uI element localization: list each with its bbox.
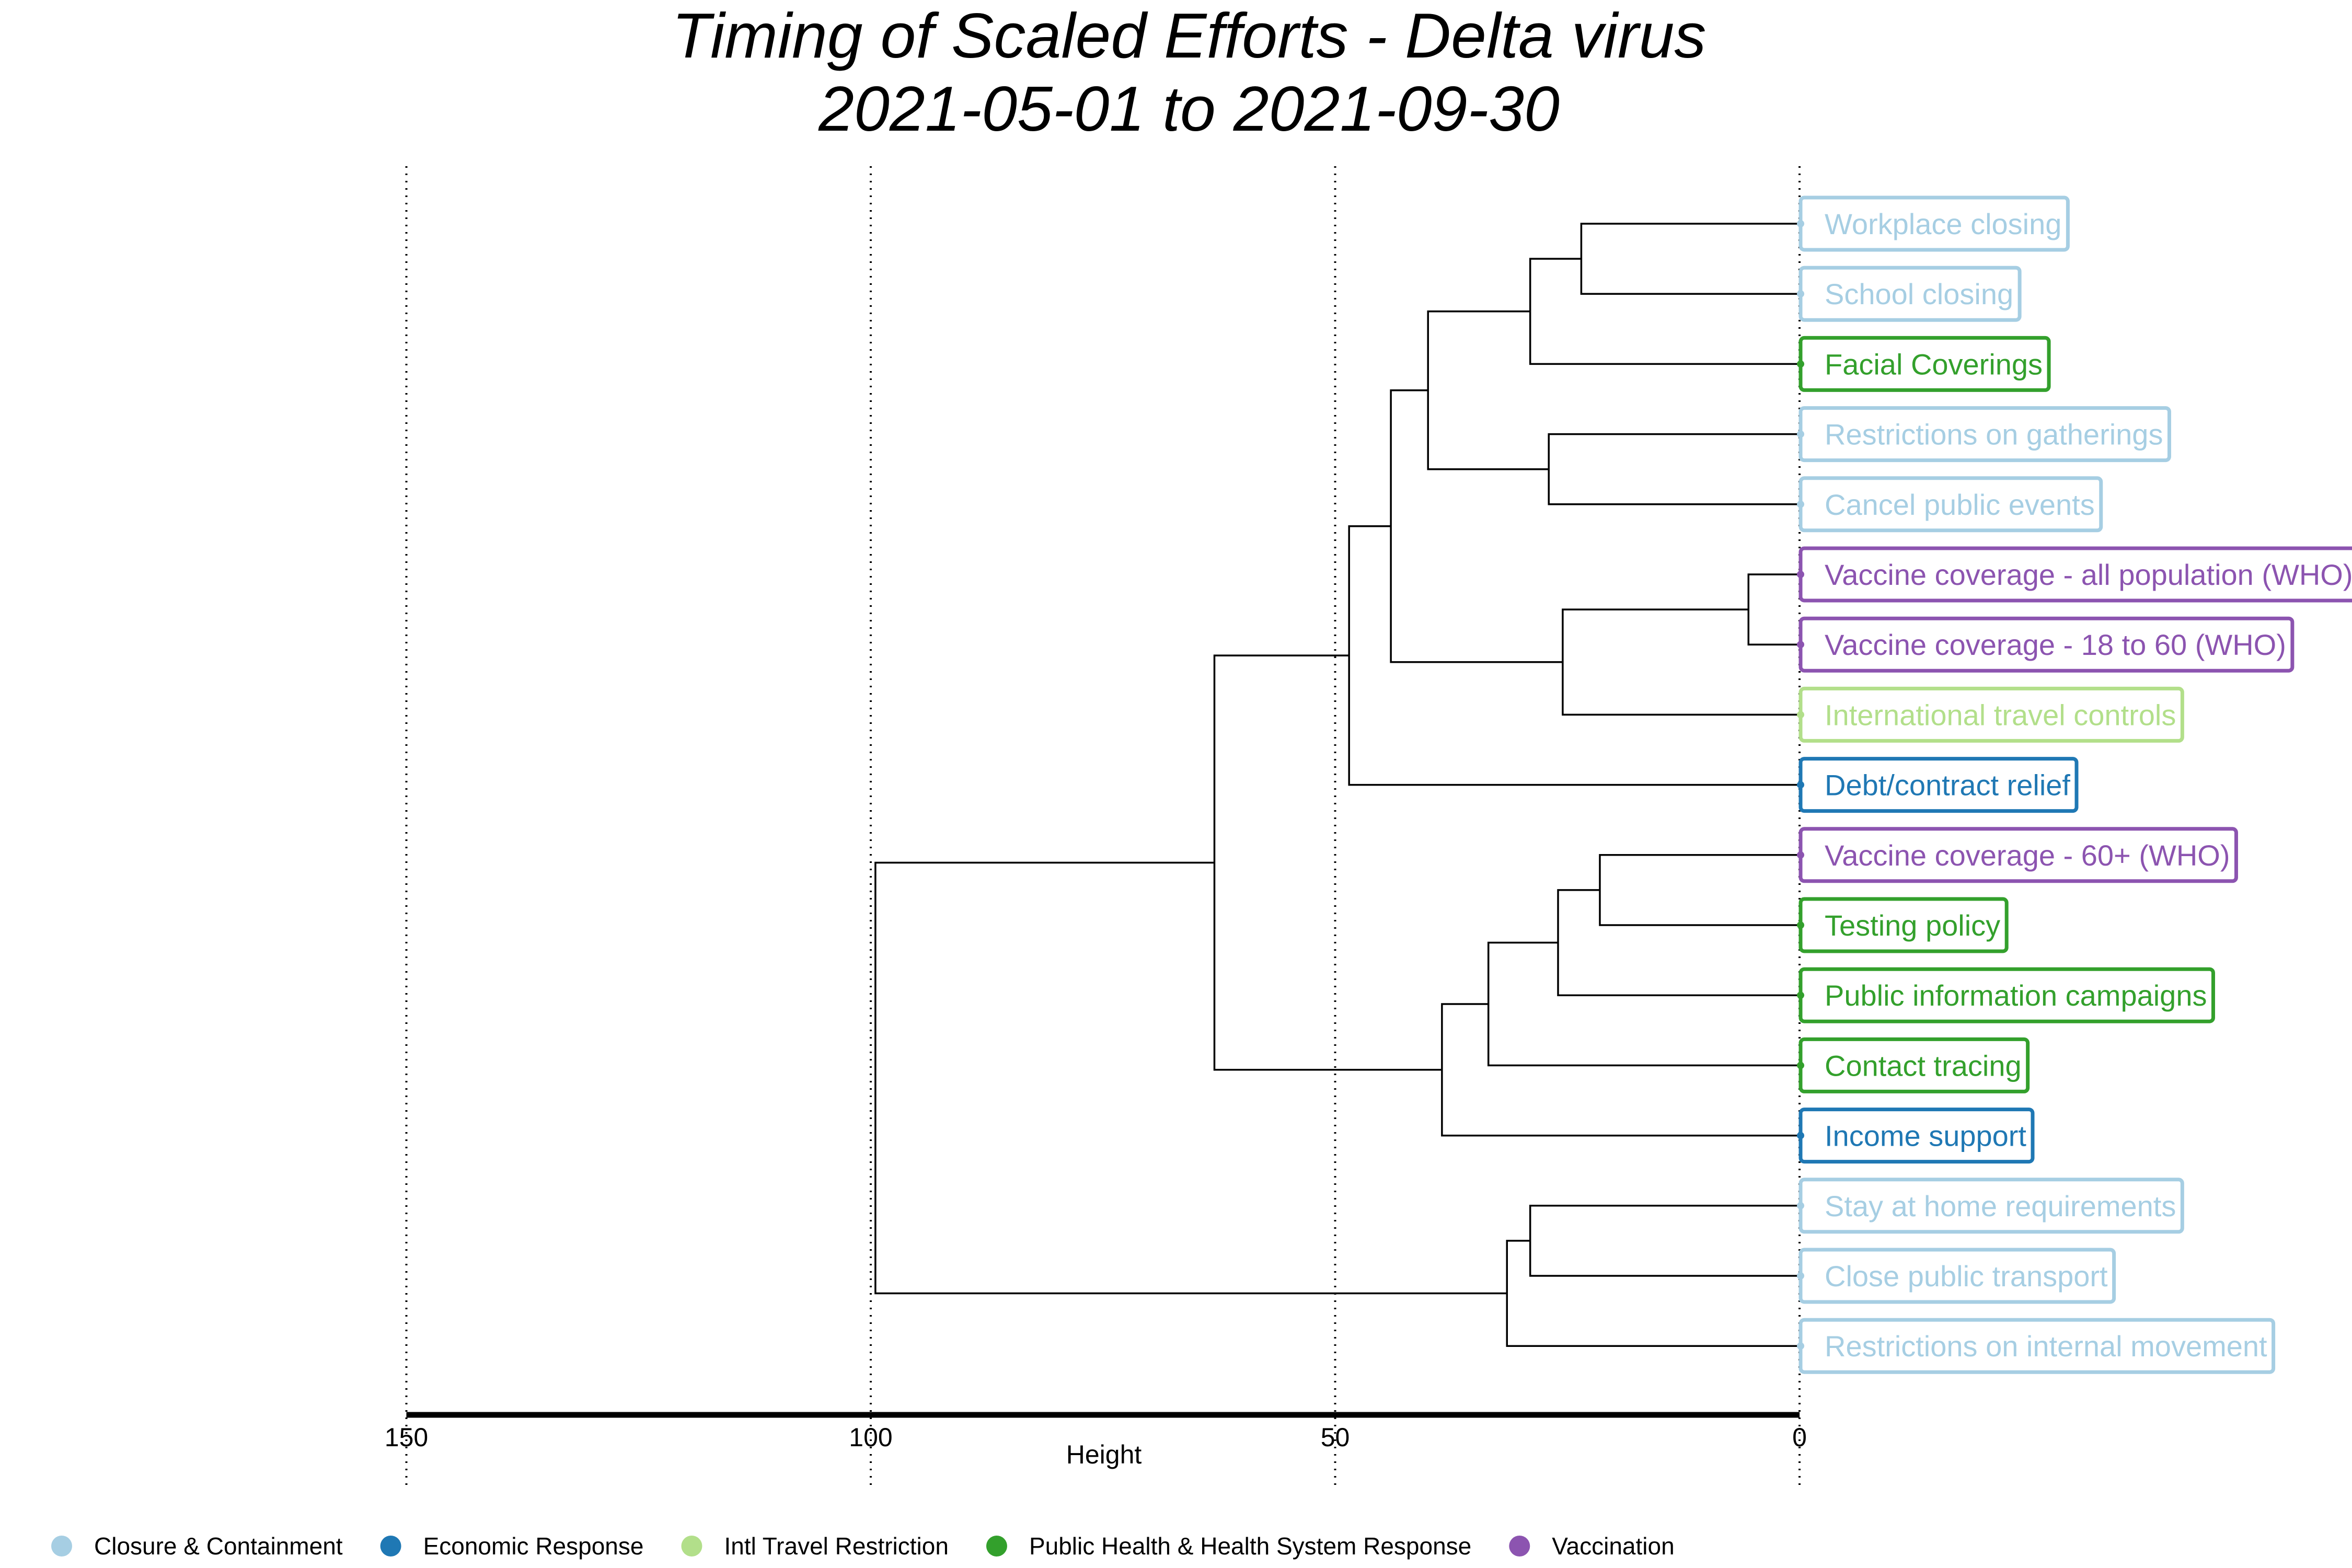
dendrogram-branch — [1599, 854, 1800, 926]
dendrogram-branches — [874, 223, 1800, 1347]
dendrogram-branch — [1506, 1240, 1800, 1347]
legend-item: Economic Response — [380, 1532, 644, 1560]
legend-swatch — [681, 1536, 702, 1557]
legend-label: Economic Response — [423, 1532, 644, 1560]
leaf-marker — [1797, 290, 1804, 298]
leaf-label: Debt/contract relief — [1797, 757, 2079, 813]
leaf-label: Public information campaigns — [1797, 967, 2215, 1023]
dendrogram-branch — [1213, 654, 1442, 1071]
legend-swatch — [1509, 1536, 1530, 1557]
legend-item: Vaccination — [1509, 1532, 1675, 1560]
leaf-marker — [1797, 500, 1804, 508]
dendrogram-branch — [1747, 573, 1800, 645]
leaf-label: International travel controls — [1797, 686, 2184, 743]
leaf-label-text: International travel controls — [1825, 698, 2176, 731]
legend-item: Closure & Containment — [51, 1532, 343, 1560]
leaf-marker — [1797, 430, 1804, 438]
x-axis-title: Height — [1066, 1440, 1142, 1469]
leaf-marker — [1797, 921, 1804, 929]
leaf-marker — [1797, 1202, 1804, 1209]
leaf-label: Stay at home requirements — [1797, 1178, 2184, 1234]
legend-item: Public Health & Health System Response — [986, 1532, 1471, 1560]
chart-subtitle: 2021-05-01 to 2021-09-30 — [818, 73, 1560, 144]
leaf-label-text: Restrictions on internal movement — [1825, 1330, 2267, 1363]
leaf-label-text: Facial Coverings — [1825, 348, 2043, 381]
dendrogram-branch — [1529, 1205, 1800, 1277]
leaf-marker — [1797, 1132, 1804, 1139]
x-tick-label: 100 — [849, 1423, 892, 1452]
dendrogram-branch — [874, 861, 1507, 1295]
leaf-marker — [1797, 571, 1804, 578]
leaf-marker — [1797, 220, 1804, 227]
leaf-marker — [1797, 711, 1804, 719]
leaf-label-text: Stay at home requirements — [1825, 1190, 2176, 1223]
leaf-label-text: Vaccine coverage - 60+ (WHO) — [1825, 839, 2230, 872]
leaf-label: Facial Coverings — [1797, 336, 2051, 392]
legend-swatch — [51, 1536, 72, 1557]
legend-swatch — [986, 1536, 1007, 1557]
x-tick-label: 50 — [1321, 1423, 1350, 1452]
leaf-marker — [1797, 991, 1804, 999]
leaf-marker — [1797, 1062, 1804, 1069]
chart-title: Timing of Scaled Efforts - Delta virus — [672, 0, 1707, 71]
leaf-marker — [1797, 781, 1804, 789]
leaf-label-text: Income support — [1825, 1120, 2026, 1152]
dendrogram-branch — [1580, 223, 1800, 295]
leaf-label-text: Vaccine coverage - 18 to 60 (WHO) — [1825, 628, 2286, 661]
leaf-label: Workplace closing — [1797, 195, 2070, 252]
leaf-label-text: School closing — [1825, 278, 2013, 310]
leaf-marker — [1797, 1272, 1804, 1279]
legend-label: Vaccination — [1552, 1532, 1674, 1560]
dendrogram-branch — [1487, 941, 1800, 1067]
leaf-label-text: Testing policy — [1825, 909, 2000, 942]
leaf-label: Vaccine coverage - all population (WHO) — [1797, 546, 2352, 603]
legend: Closure & Containment Economic Response In… — [51, 1532, 1675, 1560]
leaf-label-text: Debt/contract relief — [1825, 769, 2070, 802]
leaf-label: Testing policy — [1797, 897, 2009, 953]
legend-label: Closure & Containment — [94, 1532, 343, 1560]
leaf-label-text: Public information campaigns — [1825, 979, 2207, 1012]
dendrogram-branch — [1529, 258, 1800, 365]
leaf-label: Vaccine coverage - 18 to 60 (WHO) — [1797, 616, 2295, 673]
dendrogram-branch — [1557, 889, 1800, 996]
dendrogram-branch — [1548, 433, 1800, 505]
x-axis: 150 100 50 0 — [385, 1412, 1807, 1452]
x-tick-label: 0 — [1792, 1423, 1807, 1452]
leaf-label: Restrictions on gatherings — [1797, 406, 2171, 463]
leaf-label: Restrictions on internal movement — [1797, 1318, 2276, 1374]
leaf-labels: Workplace closing School closing Facial Co… — [1797, 195, 2352, 1374]
leaf-label-text: Cancel public events — [1825, 488, 2095, 521]
leaf-label: Contact tracing — [1797, 1037, 2030, 1093]
leaf-marker — [1797, 1342, 1804, 1350]
leaf-label-text: Contact tracing — [1825, 1049, 2022, 1082]
leaf-label: School closing — [1797, 266, 2022, 322]
leaf-label-text: Vaccine coverage - all population (WHO) — [1825, 558, 2352, 591]
leaf-marker — [1797, 851, 1804, 859]
legend-label: Intl Travel Restriction — [724, 1532, 948, 1560]
leaf-label: Close public transport — [1797, 1248, 2116, 1304]
leaf-marker — [1797, 641, 1804, 649]
leaf-label-text: Restrictions on gatherings — [1825, 418, 2163, 451]
legend-label: Public Health & Health System Response — [1029, 1532, 1471, 1560]
leaf-label: Cancel public events — [1797, 476, 2103, 533]
x-tick-label: 150 — [385, 1423, 428, 1452]
legend-item: Intl Travel Restriction — [681, 1532, 949, 1560]
dendrogram-branch — [1441, 1003, 1800, 1137]
leaf-label-text: Close public transport — [1825, 1260, 2108, 1293]
leaf-label: Vaccine coverage - 60+ (WHO) — [1797, 827, 2238, 883]
dendrogram-branch — [1390, 389, 1563, 663]
dendrogram-branch — [1348, 525, 1800, 786]
leaf-label: Income support — [1797, 1108, 2035, 1164]
legend-swatch — [380, 1536, 401, 1557]
leaf-marker — [1797, 360, 1804, 368]
leaf-label-text: Workplace closing — [1825, 207, 2061, 240]
dendrogram-branch — [1562, 608, 1800, 716]
